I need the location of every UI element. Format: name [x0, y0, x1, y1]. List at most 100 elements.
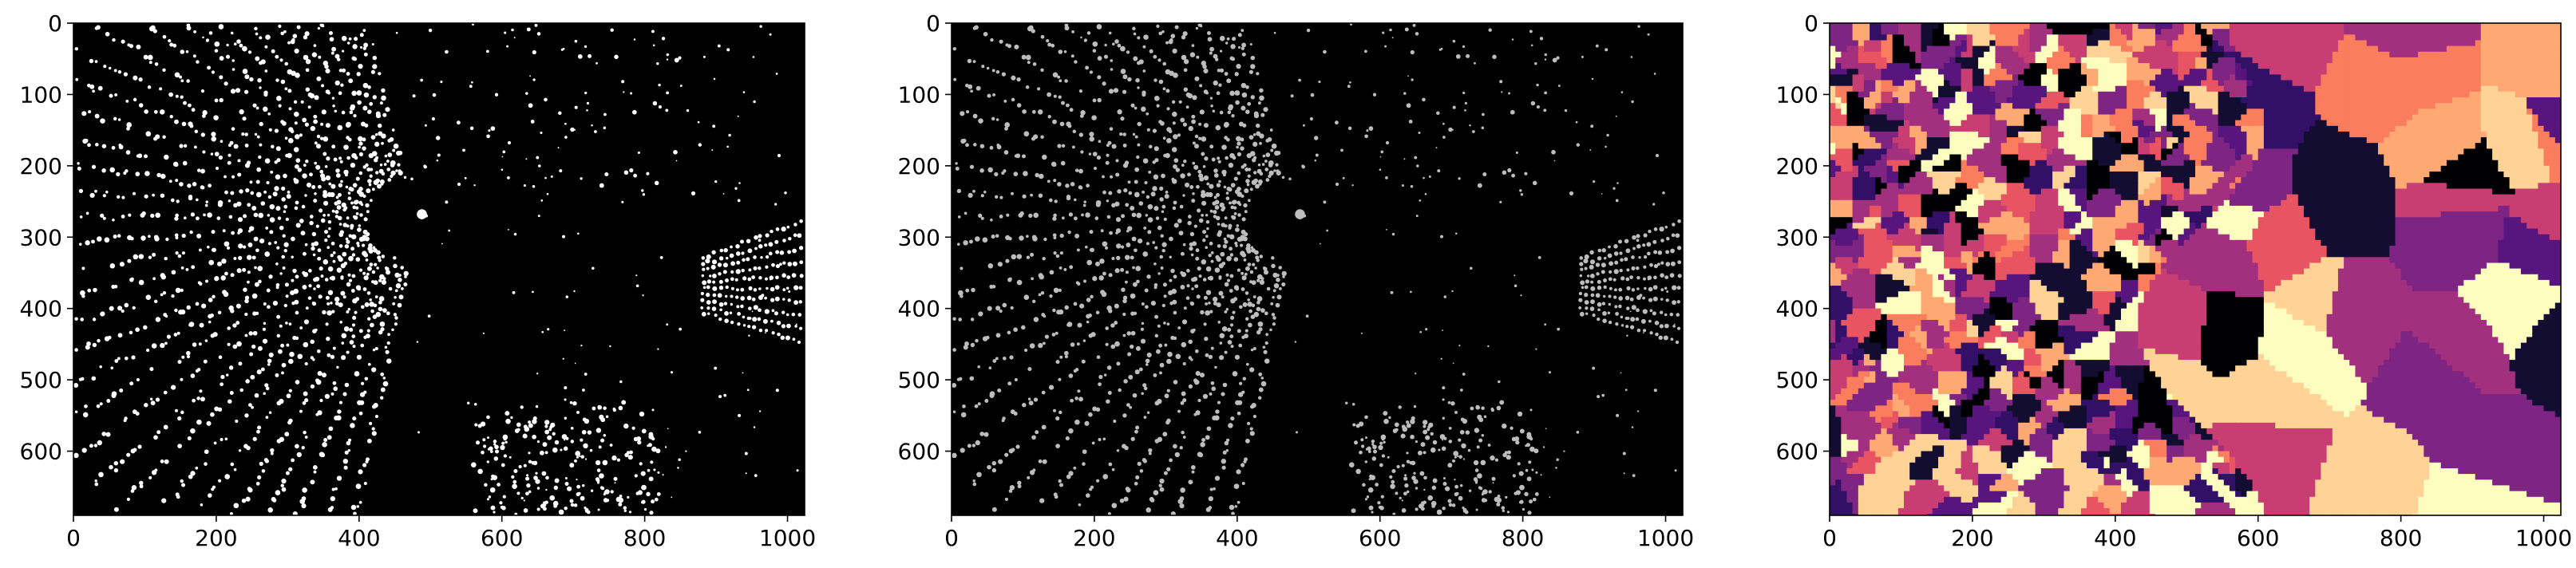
pixel-spot: [730, 320, 734, 325]
label-cell: [2498, 45, 2505, 53]
pixel-spot: [313, 287, 316, 290]
pixel-spot: [729, 311, 733, 315]
pixel-spot: [156, 430, 161, 435]
pixel-spot: [283, 303, 287, 308]
label-cell: [2121, 45, 2127, 53]
label-cell: [2549, 57, 2556, 64]
pixel-spot: [712, 286, 718, 291]
label-cell: [2252, 63, 2259, 69]
pixel-spot: [1660, 310, 1664, 314]
pixel-spot: [145, 131, 152, 137]
label-cell: [1904, 45, 1910, 53]
pixel-spot: [295, 200, 299, 205]
pixel-spot: [77, 166, 81, 171]
pixel-spot: [1605, 145, 1607, 148]
label-cell: [2492, 45, 2499, 53]
pixel-spot: [793, 233, 797, 238]
pixel-spot: [324, 393, 330, 400]
pixel-spot: [1234, 241, 1238, 246]
pixel-spot: [180, 483, 186, 487]
pixel-spot: [1108, 89, 1114, 94]
pixel-spot: [635, 284, 639, 288]
pixel-spot: [344, 173, 348, 177]
pixel-spot: [164, 459, 169, 464]
label-cell: [2155, 51, 2162, 58]
pixel-spot: [1404, 474, 1407, 477]
pixel-spot: [168, 179, 172, 183]
pixel-spot: [1086, 493, 1090, 498]
pixel-spot: [180, 49, 185, 54]
label-cell: [2389, 63, 2396, 69]
pixel-spot: [1597, 256, 1602, 261]
pixel-spot: [1161, 173, 1165, 179]
label-cell: [1995, 29, 2002, 35]
pixel-spot: [376, 266, 379, 270]
label-cell: [2183, 45, 2190, 53]
pixel-spot: [753, 255, 757, 259]
pixel-spot: [338, 91, 342, 96]
pixel-spot: [1044, 334, 1050, 339]
pixel-spot: [354, 37, 358, 41]
pixel-spot: [1007, 278, 1012, 282]
pixel-spot: [161, 498, 167, 503]
pixel-spot: [1120, 267, 1125, 272]
pixel-spot: [1259, 141, 1262, 145]
pixel-spot: [125, 150, 131, 155]
pixel-spot: [1108, 309, 1113, 314]
pixel-spot: [373, 303, 378, 308]
pixel-spot: [972, 482, 977, 487]
pixel-spot: [1145, 358, 1150, 364]
pixel-spot: [113, 235, 117, 239]
label-cell: [1835, 51, 1842, 58]
label-cell: [2024, 69, 2031, 75]
pixel-spot: [293, 100, 298, 104]
pixel-spot: [1528, 460, 1532, 464]
pixel-spot: [125, 357, 129, 361]
pixel-spot: [1069, 265, 1074, 270]
label-cell: [2127, 63, 2133, 69]
pixel-spot: [735, 288, 739, 292]
pixel-spot: [403, 282, 408, 287]
pixel-spot: [337, 215, 342, 221]
pixel-spot: [1365, 448, 1368, 451]
pixel-spot: [564, 416, 567, 420]
pixel-spot: [313, 470, 317, 474]
pixel-spot: [511, 475, 515, 479]
pixel-spot: [972, 189, 975, 193]
pixel-spot: [529, 75, 532, 77]
pixel-spot: [330, 254, 334, 258]
pixel-spot: [211, 132, 216, 137]
pixel-spot: [1092, 49, 1097, 53]
label-cell: [2527, 23, 2533, 30]
label-cell: [2206, 40, 2214, 47]
pixel-spot: [1372, 444, 1377, 450]
pixel-spot: [1657, 250, 1663, 255]
pixel-spot: [1205, 219, 1210, 224]
pixel-spot: [114, 359, 119, 363]
pixel-spot: [1590, 124, 1594, 128]
pixel-spot: [356, 505, 360, 508]
pixel-spot: [385, 270, 391, 275]
pixel-spot: [340, 179, 343, 183]
pixel-spot: [514, 428, 520, 433]
pixel-spot: [1106, 215, 1111, 219]
pixel-spot: [1149, 144, 1153, 149]
pixel-spot: [104, 237, 110, 243]
pixel-spot: [283, 242, 289, 247]
pixel-spot: [1088, 152, 1092, 156]
label-cell: [2138, 23, 2145, 30]
pixel-spot: [247, 487, 252, 491]
pixel-spot: [523, 424, 528, 429]
label-cell: [2058, 23, 2065, 30]
pixel-spot: [1209, 51, 1213, 55]
pixel-spot: [777, 153, 782, 158]
pixel-spot: [326, 246, 330, 250]
pixel-spot: [1047, 115, 1051, 119]
pixel-spot: [1368, 505, 1374, 511]
pixel-spot: [702, 286, 706, 290]
pixel-spot: [1004, 126, 1008, 131]
pixel-spot: [1537, 256, 1541, 259]
pixel-spot: [1182, 122, 1188, 127]
pixel-spot: [359, 213, 363, 217]
label-cell: [2189, 51, 2196, 58]
